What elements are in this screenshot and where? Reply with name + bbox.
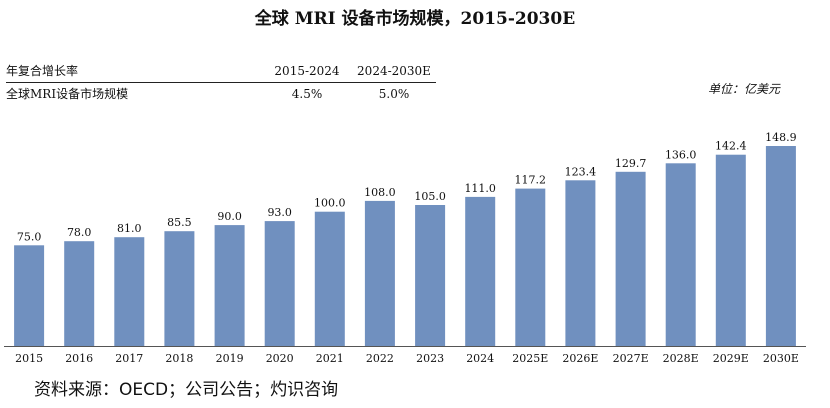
data-label-2016: 78.0 xyxy=(67,226,92,239)
unit-label: 单位：亿美元 xyxy=(707,82,780,96)
x-tick-2023: 2023 xyxy=(416,352,444,365)
data-label-2023: 105.0 xyxy=(414,190,446,203)
data-label-2030E: 148.9 xyxy=(765,131,797,144)
data-label-2024: 111.0 xyxy=(464,182,496,195)
bar-2023 xyxy=(415,205,446,346)
x-tick-2021: 2021 xyxy=(316,352,344,365)
data-label-2020: 93.0 xyxy=(267,206,292,219)
cagr-col1-header: 2015-2024 xyxy=(274,64,340,78)
bar-2028E xyxy=(665,163,696,346)
bar-2024 xyxy=(465,196,496,346)
x-tick-2025E: 2025E xyxy=(512,352,548,365)
bar-2021 xyxy=(314,211,345,346)
bar-2018 xyxy=(164,231,195,346)
x-tick-2022: 2022 xyxy=(366,352,394,365)
x-tick-2017: 2017 xyxy=(115,352,143,365)
x-tick-2029E: 2029E xyxy=(713,352,749,365)
bar-2017 xyxy=(114,237,145,346)
x-tick-2019: 2019 xyxy=(216,352,244,365)
x-tick-2028E: 2028E xyxy=(663,352,699,365)
data-label-2025E: 117.2 xyxy=(515,174,547,187)
bar-2016 xyxy=(64,241,95,346)
data-label-2015: 75.0 xyxy=(17,230,42,243)
x-tick-2020: 2020 xyxy=(266,352,294,365)
data-label-2022: 108.0 xyxy=(364,186,396,199)
x-tick-2026E: 2026E xyxy=(562,352,598,365)
chart-title: 全球 MRI 设备市场规模，2015-2030E xyxy=(254,9,576,29)
cagr-data-row: 全球MRI设备市场规模 4.5% 5.0% xyxy=(6,83,436,105)
cagr-row-val1: 4.5% xyxy=(291,87,323,101)
bar-2022 xyxy=(364,200,395,346)
bar-2026E xyxy=(565,180,596,346)
cagr-col2-header: 2024-2030E xyxy=(357,64,431,78)
data-label-2028E: 136.0 xyxy=(665,148,697,161)
bar-2015 xyxy=(14,245,45,346)
data-label-2018: 85.5 xyxy=(167,216,192,229)
bar-2020 xyxy=(264,221,295,346)
data-label-2019: 90.0 xyxy=(217,210,242,223)
x-tick-2024: 2024 xyxy=(466,352,494,365)
data-label-2017: 81.0 xyxy=(117,222,142,235)
x-tick-2016: 2016 xyxy=(65,352,93,365)
x-tick-2018: 2018 xyxy=(165,352,193,365)
x-tick-2030E: 2030E xyxy=(763,352,799,365)
x-tick-2027E: 2027E xyxy=(613,352,649,365)
cagr-row-label: 全球MRI设备市场规模 xyxy=(6,87,129,101)
bar-2019 xyxy=(214,225,245,346)
bar-2029E xyxy=(715,154,746,346)
data-label-2026E: 123.4 xyxy=(565,165,597,178)
cagr-header-label: 年复合增长率 xyxy=(6,64,79,78)
data-label-2027E: 129.7 xyxy=(615,157,647,170)
data-label-2021: 100.0 xyxy=(314,197,346,210)
bar-2030E xyxy=(765,146,796,346)
cagr-row-val2: 5.0% xyxy=(378,87,410,101)
data-label-2029E: 142.4 xyxy=(715,140,747,153)
cagr-header-row: 年复合增长率 2015-2024 2024-2030E xyxy=(6,60,436,83)
bar-2025E xyxy=(515,188,546,346)
source-note: 资料来源：OECD；公司公告；灼识咨询 xyxy=(34,380,339,400)
bar-2027E xyxy=(615,171,646,346)
cagr-table: 年复合增长率 2015-2024 2024-2030E 全球MRI设备市场规模 … xyxy=(6,60,436,105)
x-tick-2015: 2015 xyxy=(15,352,43,365)
